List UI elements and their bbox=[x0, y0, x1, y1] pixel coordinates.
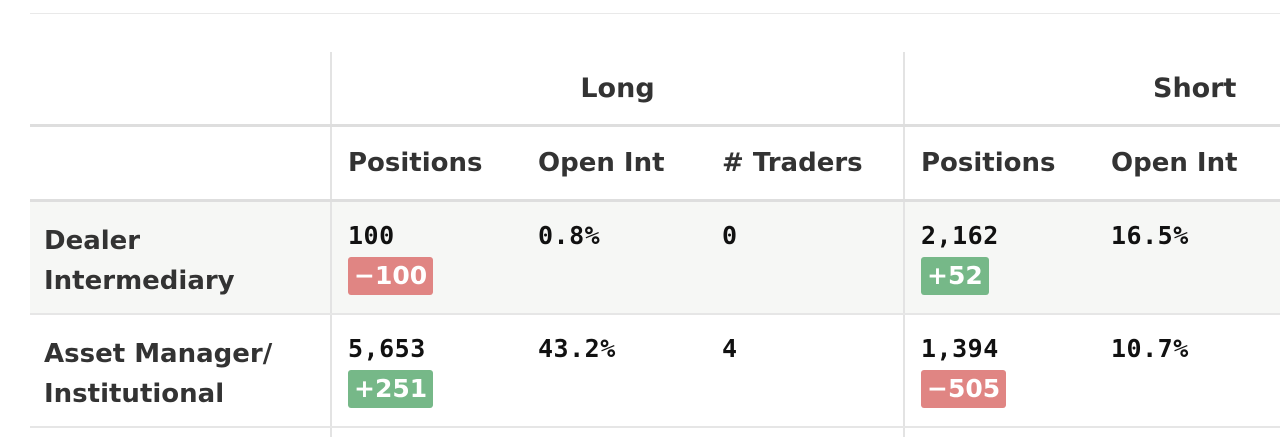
short-group-header: Short bbox=[902, 52, 1280, 127]
long-group-header: Long bbox=[330, 52, 904, 127]
top-divider bbox=[30, 13, 1280, 14]
long-change-badge: −100 bbox=[348, 257, 434, 295]
long-positions-value: 5,653 bbox=[348, 334, 426, 363]
long-open-int-cell: 43.2% bbox=[522, 314, 706, 428]
long-traders-cell: 0 bbox=[706, 200, 904, 315]
long-traders-cell: 4 bbox=[706, 314, 904, 428]
table-row-partial bbox=[30, 427, 1280, 437]
short-positions-value: 2,162 bbox=[921, 221, 999, 250]
partial-cell bbox=[330, 427, 522, 437]
long-positions-cell: 5,653 +251 bbox=[330, 314, 522, 428]
positions-table: Long Short Positions Open Int # Traders … bbox=[30, 52, 1280, 437]
long-positions-value: 100 bbox=[348, 221, 395, 250]
empty-label-header bbox=[30, 125, 331, 202]
short-positions-header[interactable]: Positions bbox=[903, 125, 1095, 202]
short-open-int-cell: 16.5% bbox=[1095, 200, 1280, 315]
partial-cell bbox=[522, 427, 706, 437]
positions-table-container: Long Short Positions Open Int # Traders … bbox=[30, 52, 1280, 437]
row-label: Dealer Intermediary bbox=[30, 200, 331, 315]
row-label-line2: Intermediary bbox=[44, 266, 235, 296]
short-open-int-header[interactable]: Open Int bbox=[1095, 125, 1280, 202]
long-traders-value: 0 bbox=[722, 221, 738, 250]
partial-cell bbox=[903, 427, 1095, 437]
row-label-line1: Asset Manager/ bbox=[44, 339, 273, 369]
row-label: Asset Manager/ Institutional bbox=[30, 314, 331, 428]
short-positions-cell: 1,394 −505 bbox=[903, 314, 1095, 428]
partial-cell bbox=[30, 427, 331, 437]
long-open-int-header[interactable]: Open Int bbox=[522, 125, 706, 202]
short-open-int-value: 10.7% bbox=[1111, 334, 1189, 363]
short-positions-cell: 2,162 +52 bbox=[903, 200, 1095, 315]
short-change-badge: −505 bbox=[921, 370, 1007, 408]
short-positions-value: 1,394 bbox=[921, 334, 999, 363]
long-open-int-value: 43.2% bbox=[538, 334, 616, 363]
long-positions-header[interactable]: Positions bbox=[330, 125, 522, 202]
row-label-line2: Institutional bbox=[44, 379, 225, 409]
column-header-row: Positions Open Int # Traders Positions O… bbox=[30, 125, 1280, 202]
partial-cell bbox=[706, 427, 904, 437]
long-open-int-value: 0.8% bbox=[538, 221, 601, 250]
empty-corner-cell bbox=[30, 52, 331, 127]
group-header-row: Long Short bbox=[30, 52, 1280, 127]
long-change-badge: +251 bbox=[348, 370, 434, 408]
short-change-badge: +52 bbox=[921, 257, 989, 295]
row-label-line1: Dealer bbox=[44, 226, 141, 256]
long-traders-header[interactable]: # Traders bbox=[706, 125, 904, 202]
long-open-int-cell: 0.8% bbox=[522, 200, 706, 315]
long-positions-cell: 100 −100 bbox=[330, 200, 522, 315]
partial-cell bbox=[1095, 427, 1280, 437]
table-row-dealer-intermediary: Dealer Intermediary 100 −100 0.8% bbox=[30, 200, 1280, 315]
table-row-asset-manager: Asset Manager/ Institutional 5,653 +251 … bbox=[30, 314, 1280, 428]
long-traders-value: 4 bbox=[722, 334, 738, 363]
short-open-int-cell: 10.7% bbox=[1095, 314, 1280, 428]
short-open-int-value: 16.5% bbox=[1111, 221, 1189, 250]
